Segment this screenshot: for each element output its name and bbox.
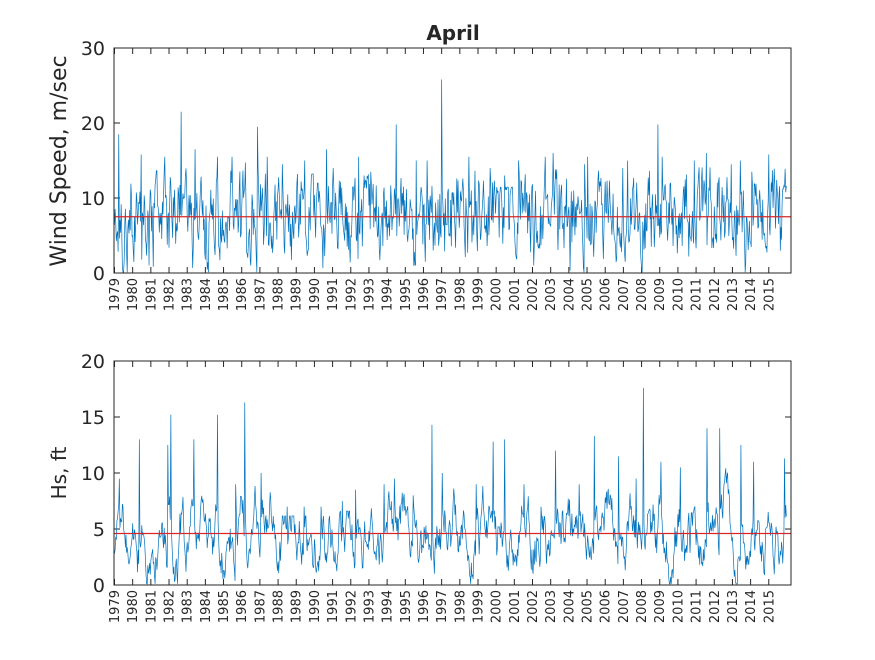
x-tick-label: 1997 (435, 590, 450, 623)
x-tick-label: 1990 (308, 278, 323, 311)
x-tick-label: 1998 (453, 590, 468, 623)
x-tick-label: 2009 (653, 278, 668, 311)
y-axis-label-wind-speed: Wind Speed, m/sec (47, 55, 72, 266)
x-tick-label: 1981 (144, 278, 159, 311)
x-tick-label: 1988 (272, 278, 287, 311)
y-tick-label: 30 (81, 38, 105, 60)
x-tick-label: 1985 (217, 590, 232, 623)
x-tick-label: 1980 (126, 278, 141, 311)
x-tick-label: 1982 (163, 278, 178, 311)
x-tick-label: 1992 (344, 590, 359, 623)
x-tick-label: 2011 (690, 590, 705, 623)
x-tick-label: 2010 (671, 590, 686, 623)
x-tick-label: 2006 (599, 590, 614, 623)
x-tick-label: 2003 (544, 590, 559, 623)
x-tick-label: 2009 (653, 590, 668, 623)
x-tick-label: 2007 (617, 590, 632, 623)
x-tick-label: 1991 (326, 278, 341, 311)
x-tick-label: 1989 (290, 278, 305, 311)
x-tick-label: 1982 (163, 590, 178, 623)
x-tick-label: 1995 (399, 278, 414, 311)
x-tick-label: 1980 (126, 590, 141, 623)
x-tick-label: 1984 (199, 590, 214, 623)
y-tick-label: 0 (93, 263, 105, 285)
x-tick-label: 1995 (399, 590, 414, 623)
x-tick-label: 1990 (308, 590, 323, 623)
x-tick-label: 1986 (235, 278, 250, 311)
y-tick-label: 20 (81, 113, 105, 135)
x-tick-label: 1987 (253, 590, 268, 623)
plot-area-2 (113, 360, 792, 586)
x-tick-label: 1985 (217, 278, 232, 311)
x-tick-label: 2008 (635, 590, 650, 623)
x-tick-label: 2011 (690, 278, 705, 311)
x-tick-label: 1998 (453, 278, 468, 311)
plot-frame-2 (113, 360, 792, 586)
y-tick-label: 10 (81, 463, 105, 485)
x-tick-label: 1981 (144, 590, 159, 623)
x-tick-label: 2014 (744, 278, 759, 311)
x-tick-label: 2015 (762, 278, 777, 311)
x-tick-label: 2006 (599, 278, 614, 311)
x-tick-label: 1984 (199, 278, 214, 311)
x-tick-label: 2001 (508, 590, 523, 623)
x-tick-label: 1979 (108, 590, 123, 623)
x-tick-label: 1996 (417, 590, 432, 623)
series-line-2 (114, 387, 787, 585)
x-tick-label: 2000 (490, 278, 505, 311)
x-tick-label: 2001 (508, 278, 523, 311)
x-tick-label: 1993 (362, 278, 377, 311)
x-tick-label: 1991 (326, 590, 341, 623)
chart-title: April (426, 21, 479, 45)
x-tick-label: 1979 (108, 278, 123, 311)
x-tick-label: 1983 (181, 590, 196, 623)
x-tick-label: 2003 (544, 278, 559, 311)
x-tick-label: 2005 (581, 278, 596, 311)
plot-frame-1 (113, 47, 792, 274)
x-tick-label: 1987 (253, 278, 268, 311)
x-tick-label: 2004 (562, 590, 577, 623)
x-tick-label: 2014 (744, 590, 759, 623)
x-tick-label: 1999 (471, 590, 486, 623)
x-tick-label: 1988 (272, 590, 287, 623)
x-tick-label: 2007 (617, 278, 632, 311)
x-tick-label: 2000 (490, 590, 505, 623)
x-tick-label: 1983 (181, 278, 196, 311)
y-tick-label: 0 (93, 575, 105, 597)
x-tick-label: 1989 (290, 590, 305, 623)
x-tick-label: 1999 (471, 278, 486, 311)
x-tick-label: 2005 (581, 590, 596, 623)
y-tick-label: 10 (81, 188, 105, 210)
x-tick-label: 2008 (635, 278, 650, 311)
x-tick-label: 1992 (344, 278, 359, 311)
x-tick-label: 1993 (362, 590, 377, 623)
x-tick-label: 2010 (671, 278, 686, 311)
x-tick-label: 1996 (417, 278, 432, 311)
y-tick-label: 15 (81, 407, 105, 429)
x-tick-label: 2015 (762, 590, 777, 623)
series-line-1 (114, 79, 787, 273)
x-tick-label: 2013 (726, 590, 741, 623)
x-tick-label: 2012 (708, 278, 723, 311)
y-axis-label-hs: Hs, ft (47, 446, 71, 499)
x-tick-label: 1994 (381, 278, 396, 311)
x-tick-label: 2002 (526, 590, 541, 623)
x-tick-label: 2004 (562, 278, 577, 311)
x-tick-label: 1986 (235, 590, 250, 623)
x-tick-label: 1997 (435, 278, 450, 311)
x-tick-label: 2002 (526, 278, 541, 311)
y-tick-label: 5 (93, 519, 105, 541)
x-tick-label: 2013 (726, 278, 741, 311)
x-tick-label: 1994 (381, 590, 396, 623)
y-tick-label: 20 (81, 351, 105, 373)
x-tick-label: 2012 (708, 590, 723, 623)
